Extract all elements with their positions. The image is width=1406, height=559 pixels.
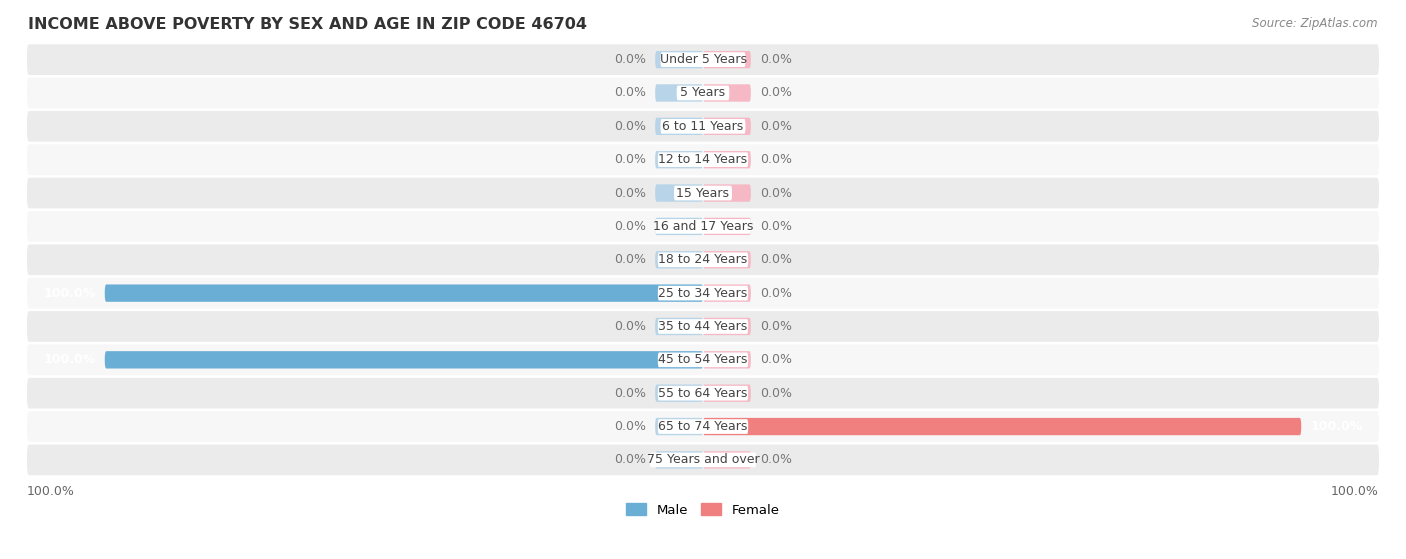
FancyBboxPatch shape	[104, 285, 703, 302]
FancyBboxPatch shape	[673, 186, 733, 200]
FancyBboxPatch shape	[661, 119, 745, 134]
FancyBboxPatch shape	[655, 219, 751, 234]
FancyBboxPatch shape	[27, 178, 1379, 209]
FancyBboxPatch shape	[703, 218, 751, 235]
Text: 25 to 34 Years: 25 to 34 Years	[658, 287, 748, 300]
FancyBboxPatch shape	[658, 253, 748, 267]
FancyBboxPatch shape	[658, 353, 748, 367]
FancyBboxPatch shape	[27, 311, 1379, 342]
FancyBboxPatch shape	[655, 318, 703, 335]
Text: 0.0%: 0.0%	[759, 87, 792, 100]
FancyBboxPatch shape	[655, 51, 703, 68]
FancyBboxPatch shape	[658, 286, 748, 301]
Text: 0.0%: 0.0%	[614, 220, 647, 233]
FancyBboxPatch shape	[703, 184, 751, 202]
FancyBboxPatch shape	[703, 418, 1302, 435]
Text: 75 Years and over: 75 Years and over	[647, 453, 759, 466]
FancyBboxPatch shape	[703, 151, 751, 168]
Text: 0.0%: 0.0%	[759, 453, 792, 466]
Text: 0.0%: 0.0%	[759, 187, 792, 200]
Text: 0.0%: 0.0%	[759, 253, 792, 266]
Text: 0.0%: 0.0%	[759, 320, 792, 333]
Text: 45 to 54 Years: 45 to 54 Years	[658, 353, 748, 366]
FancyBboxPatch shape	[703, 451, 751, 468]
FancyBboxPatch shape	[703, 51, 751, 68]
Text: 100.0%: 100.0%	[44, 287, 96, 300]
FancyBboxPatch shape	[27, 144, 1379, 175]
Text: 12 to 14 Years: 12 to 14 Years	[658, 153, 748, 166]
Text: 65 to 74 Years: 65 to 74 Years	[658, 420, 748, 433]
Text: 18 to 24 Years: 18 to 24 Years	[658, 253, 748, 266]
FancyBboxPatch shape	[655, 451, 703, 468]
FancyBboxPatch shape	[655, 218, 703, 235]
Text: 100.0%: 100.0%	[27, 485, 75, 498]
FancyBboxPatch shape	[703, 251, 751, 268]
FancyBboxPatch shape	[703, 285, 751, 302]
Text: 6 to 11 Years: 6 to 11 Years	[662, 120, 744, 133]
FancyBboxPatch shape	[703, 84, 751, 102]
Text: 0.0%: 0.0%	[614, 453, 647, 466]
Text: 0.0%: 0.0%	[614, 87, 647, 100]
Text: 0.0%: 0.0%	[614, 320, 647, 333]
FancyBboxPatch shape	[27, 111, 1379, 141]
FancyBboxPatch shape	[27, 211, 1379, 241]
FancyBboxPatch shape	[703, 351, 751, 368]
Text: 0.0%: 0.0%	[614, 420, 647, 433]
FancyBboxPatch shape	[27, 244, 1379, 275]
Text: 0.0%: 0.0%	[614, 120, 647, 133]
Text: Source: ZipAtlas.com: Source: ZipAtlas.com	[1253, 17, 1378, 30]
FancyBboxPatch shape	[655, 151, 703, 168]
FancyBboxPatch shape	[655, 184, 703, 202]
Text: 55 to 64 Years: 55 to 64 Years	[658, 387, 748, 400]
Text: 5 Years: 5 Years	[681, 87, 725, 100]
Text: 100.0%: 100.0%	[1331, 485, 1379, 498]
Text: 0.0%: 0.0%	[759, 53, 792, 66]
FancyBboxPatch shape	[676, 86, 730, 100]
FancyBboxPatch shape	[655, 84, 703, 102]
Text: 100.0%: 100.0%	[44, 353, 96, 366]
FancyBboxPatch shape	[658, 153, 748, 167]
Text: 0.0%: 0.0%	[614, 153, 647, 166]
Text: 0.0%: 0.0%	[759, 387, 792, 400]
FancyBboxPatch shape	[27, 411, 1379, 442]
Text: 0.0%: 0.0%	[759, 120, 792, 133]
Text: 0.0%: 0.0%	[759, 220, 792, 233]
FancyBboxPatch shape	[658, 419, 748, 434]
FancyBboxPatch shape	[27, 78, 1379, 108]
Text: 0.0%: 0.0%	[614, 187, 647, 200]
FancyBboxPatch shape	[27, 278, 1379, 309]
Text: 0.0%: 0.0%	[759, 287, 792, 300]
Text: 35 to 44 Years: 35 to 44 Years	[658, 320, 748, 333]
FancyBboxPatch shape	[658, 386, 748, 401]
FancyBboxPatch shape	[703, 117, 751, 135]
FancyBboxPatch shape	[655, 117, 703, 135]
FancyBboxPatch shape	[650, 453, 756, 467]
Text: 0.0%: 0.0%	[614, 387, 647, 400]
Text: 100.0%: 100.0%	[1310, 420, 1362, 433]
Text: 0.0%: 0.0%	[614, 253, 647, 266]
FancyBboxPatch shape	[27, 344, 1379, 375]
Text: 15 Years: 15 Years	[676, 187, 730, 200]
Text: 0.0%: 0.0%	[614, 53, 647, 66]
Text: INCOME ABOVE POVERTY BY SEX AND AGE IN ZIP CODE 46704: INCOME ABOVE POVERTY BY SEX AND AGE IN Z…	[28, 17, 588, 32]
Text: 0.0%: 0.0%	[759, 353, 792, 366]
FancyBboxPatch shape	[703, 318, 751, 335]
Legend: Male, Female: Male, Female	[621, 498, 785, 522]
FancyBboxPatch shape	[27, 378, 1379, 409]
FancyBboxPatch shape	[655, 385, 703, 402]
Text: 16 and 17 Years: 16 and 17 Years	[652, 220, 754, 233]
FancyBboxPatch shape	[104, 351, 703, 368]
FancyBboxPatch shape	[658, 319, 748, 334]
FancyBboxPatch shape	[703, 385, 751, 402]
FancyBboxPatch shape	[27, 44, 1379, 75]
FancyBboxPatch shape	[655, 418, 703, 435]
FancyBboxPatch shape	[27, 444, 1379, 475]
FancyBboxPatch shape	[655, 251, 703, 268]
Text: Under 5 Years: Under 5 Years	[659, 53, 747, 66]
FancyBboxPatch shape	[661, 53, 745, 67]
Text: 0.0%: 0.0%	[759, 153, 792, 166]
